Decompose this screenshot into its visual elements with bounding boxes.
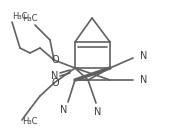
Text: N: N [140, 75, 147, 85]
Text: O: O [51, 55, 59, 65]
Text: N: N [60, 105, 68, 115]
Text: O: O [51, 78, 59, 88]
Text: H₃C: H₃C [22, 13, 38, 23]
Text: N: N [94, 107, 102, 117]
Text: H₃C: H₃C [12, 12, 28, 20]
Text: N: N [51, 71, 58, 81]
Text: N: N [140, 51, 147, 61]
Text: H₃C: H₃C [22, 117, 38, 126]
